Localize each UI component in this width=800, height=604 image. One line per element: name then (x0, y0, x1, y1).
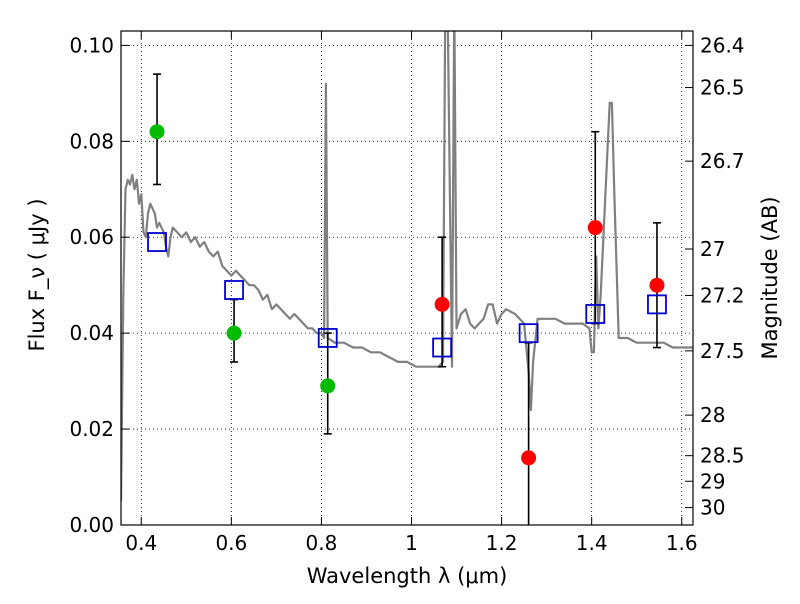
right-tick-label: 30 (700, 496, 725, 520)
right-tick-label: 27.2 (700, 283, 745, 307)
right-tick-label: 28.5 (700, 444, 745, 468)
y-axis-label: Flux F_ν ( μJy ) (25, 198, 50, 351)
x-tick-label: 0.8 (306, 531, 338, 555)
plot-frame (120, 30, 694, 526)
data-point (434, 296, 450, 312)
data-point (226, 325, 242, 341)
right-tick-label: 29 (700, 469, 725, 493)
right-tick-label: 27.5 (700, 339, 745, 363)
y-tick-label: 0.08 (69, 129, 114, 153)
model-square-point (585, 304, 606, 324)
data-point (649, 277, 665, 293)
right-tick-label: 28 (700, 403, 725, 427)
model-square-point (647, 294, 667, 315)
x-tick-label: 1.6 (666, 531, 698, 555)
y-tick-label: 0.00 (69, 513, 114, 537)
x-tick-label: 0.6 (215, 531, 247, 555)
right-tick-label: 26.4 (700, 33, 745, 57)
x-tick-label: 1 (405, 531, 418, 555)
model-square-point (317, 328, 338, 348)
right-tick-label: 26.7 (700, 149, 745, 173)
x-tick-label: 0.4 (125, 531, 157, 555)
x-axis-label: Wavelength λ (μm) (307, 564, 508, 588)
y-tick-label: 0.10 (69, 33, 114, 57)
model-square-point (147, 232, 167, 252)
model-square-point (518, 323, 539, 344)
right-tick-label: 26.5 (700, 76, 745, 100)
data-point (320, 378, 336, 394)
x-tick-label: 1.2 (486, 531, 518, 555)
x-tick-label: 1.4 (576, 531, 608, 555)
ticks-layer: 0.4 0.6 0.8 1 1.2 1.4 1.6 0.00 0.02 0.04 0.06 0.08 0… (69, 31, 745, 555)
model-square-point (224, 280, 244, 300)
data-point (149, 124, 165, 140)
y-tick-label: 0.02 (69, 417, 114, 441)
model-square-point (432, 337, 453, 358)
model-spectrum-line (121, 31, 693, 502)
marks-layer (147, 73, 667, 525)
data-point (521, 450, 537, 466)
data-point (587, 220, 603, 236)
y-tick-label: 0.04 (69, 321, 114, 345)
plot-area (121, 31, 693, 525)
y-tick-label: 0.06 (69, 225, 114, 249)
right-tick-label: 27 (700, 237, 725, 261)
y-right-axis-label: Magnitude (AB) (758, 196, 782, 359)
grid-layer (121, 31, 693, 526)
